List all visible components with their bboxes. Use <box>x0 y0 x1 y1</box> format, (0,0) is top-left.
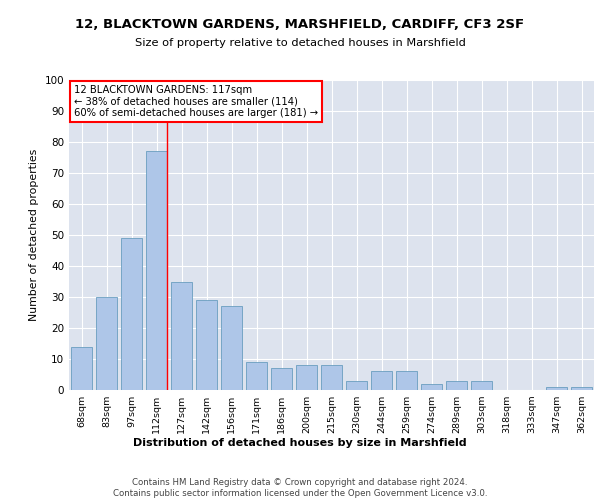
Text: 12 BLACKTOWN GARDENS: 117sqm
← 38% of detached houses are smaller (114)
60% of s: 12 BLACKTOWN GARDENS: 117sqm ← 38% of de… <box>74 84 319 118</box>
Bar <box>246 362 267 390</box>
Bar <box>296 365 317 390</box>
Bar <box>396 372 417 390</box>
Bar <box>171 282 192 390</box>
Bar <box>446 380 467 390</box>
Bar <box>471 380 492 390</box>
Bar <box>421 384 442 390</box>
Bar <box>121 238 142 390</box>
Text: Size of property relative to detached houses in Marshfield: Size of property relative to detached ho… <box>134 38 466 48</box>
Text: Contains HM Land Registry data © Crown copyright and database right 2024.
Contai: Contains HM Land Registry data © Crown c… <box>113 478 487 498</box>
Bar <box>546 387 567 390</box>
Bar <box>96 297 117 390</box>
Text: Distribution of detached houses by size in Marshfield: Distribution of detached houses by size … <box>133 438 467 448</box>
Text: 12, BLACKTOWN GARDENS, MARSHFIELD, CARDIFF, CF3 2SF: 12, BLACKTOWN GARDENS, MARSHFIELD, CARDI… <box>76 18 524 30</box>
Bar <box>346 380 367 390</box>
Bar <box>321 365 342 390</box>
Bar <box>271 368 292 390</box>
Bar <box>221 306 242 390</box>
Y-axis label: Number of detached properties: Number of detached properties <box>29 149 39 321</box>
Bar <box>371 372 392 390</box>
Bar <box>196 300 217 390</box>
Bar <box>146 152 167 390</box>
Bar <box>71 346 92 390</box>
Bar <box>571 387 592 390</box>
